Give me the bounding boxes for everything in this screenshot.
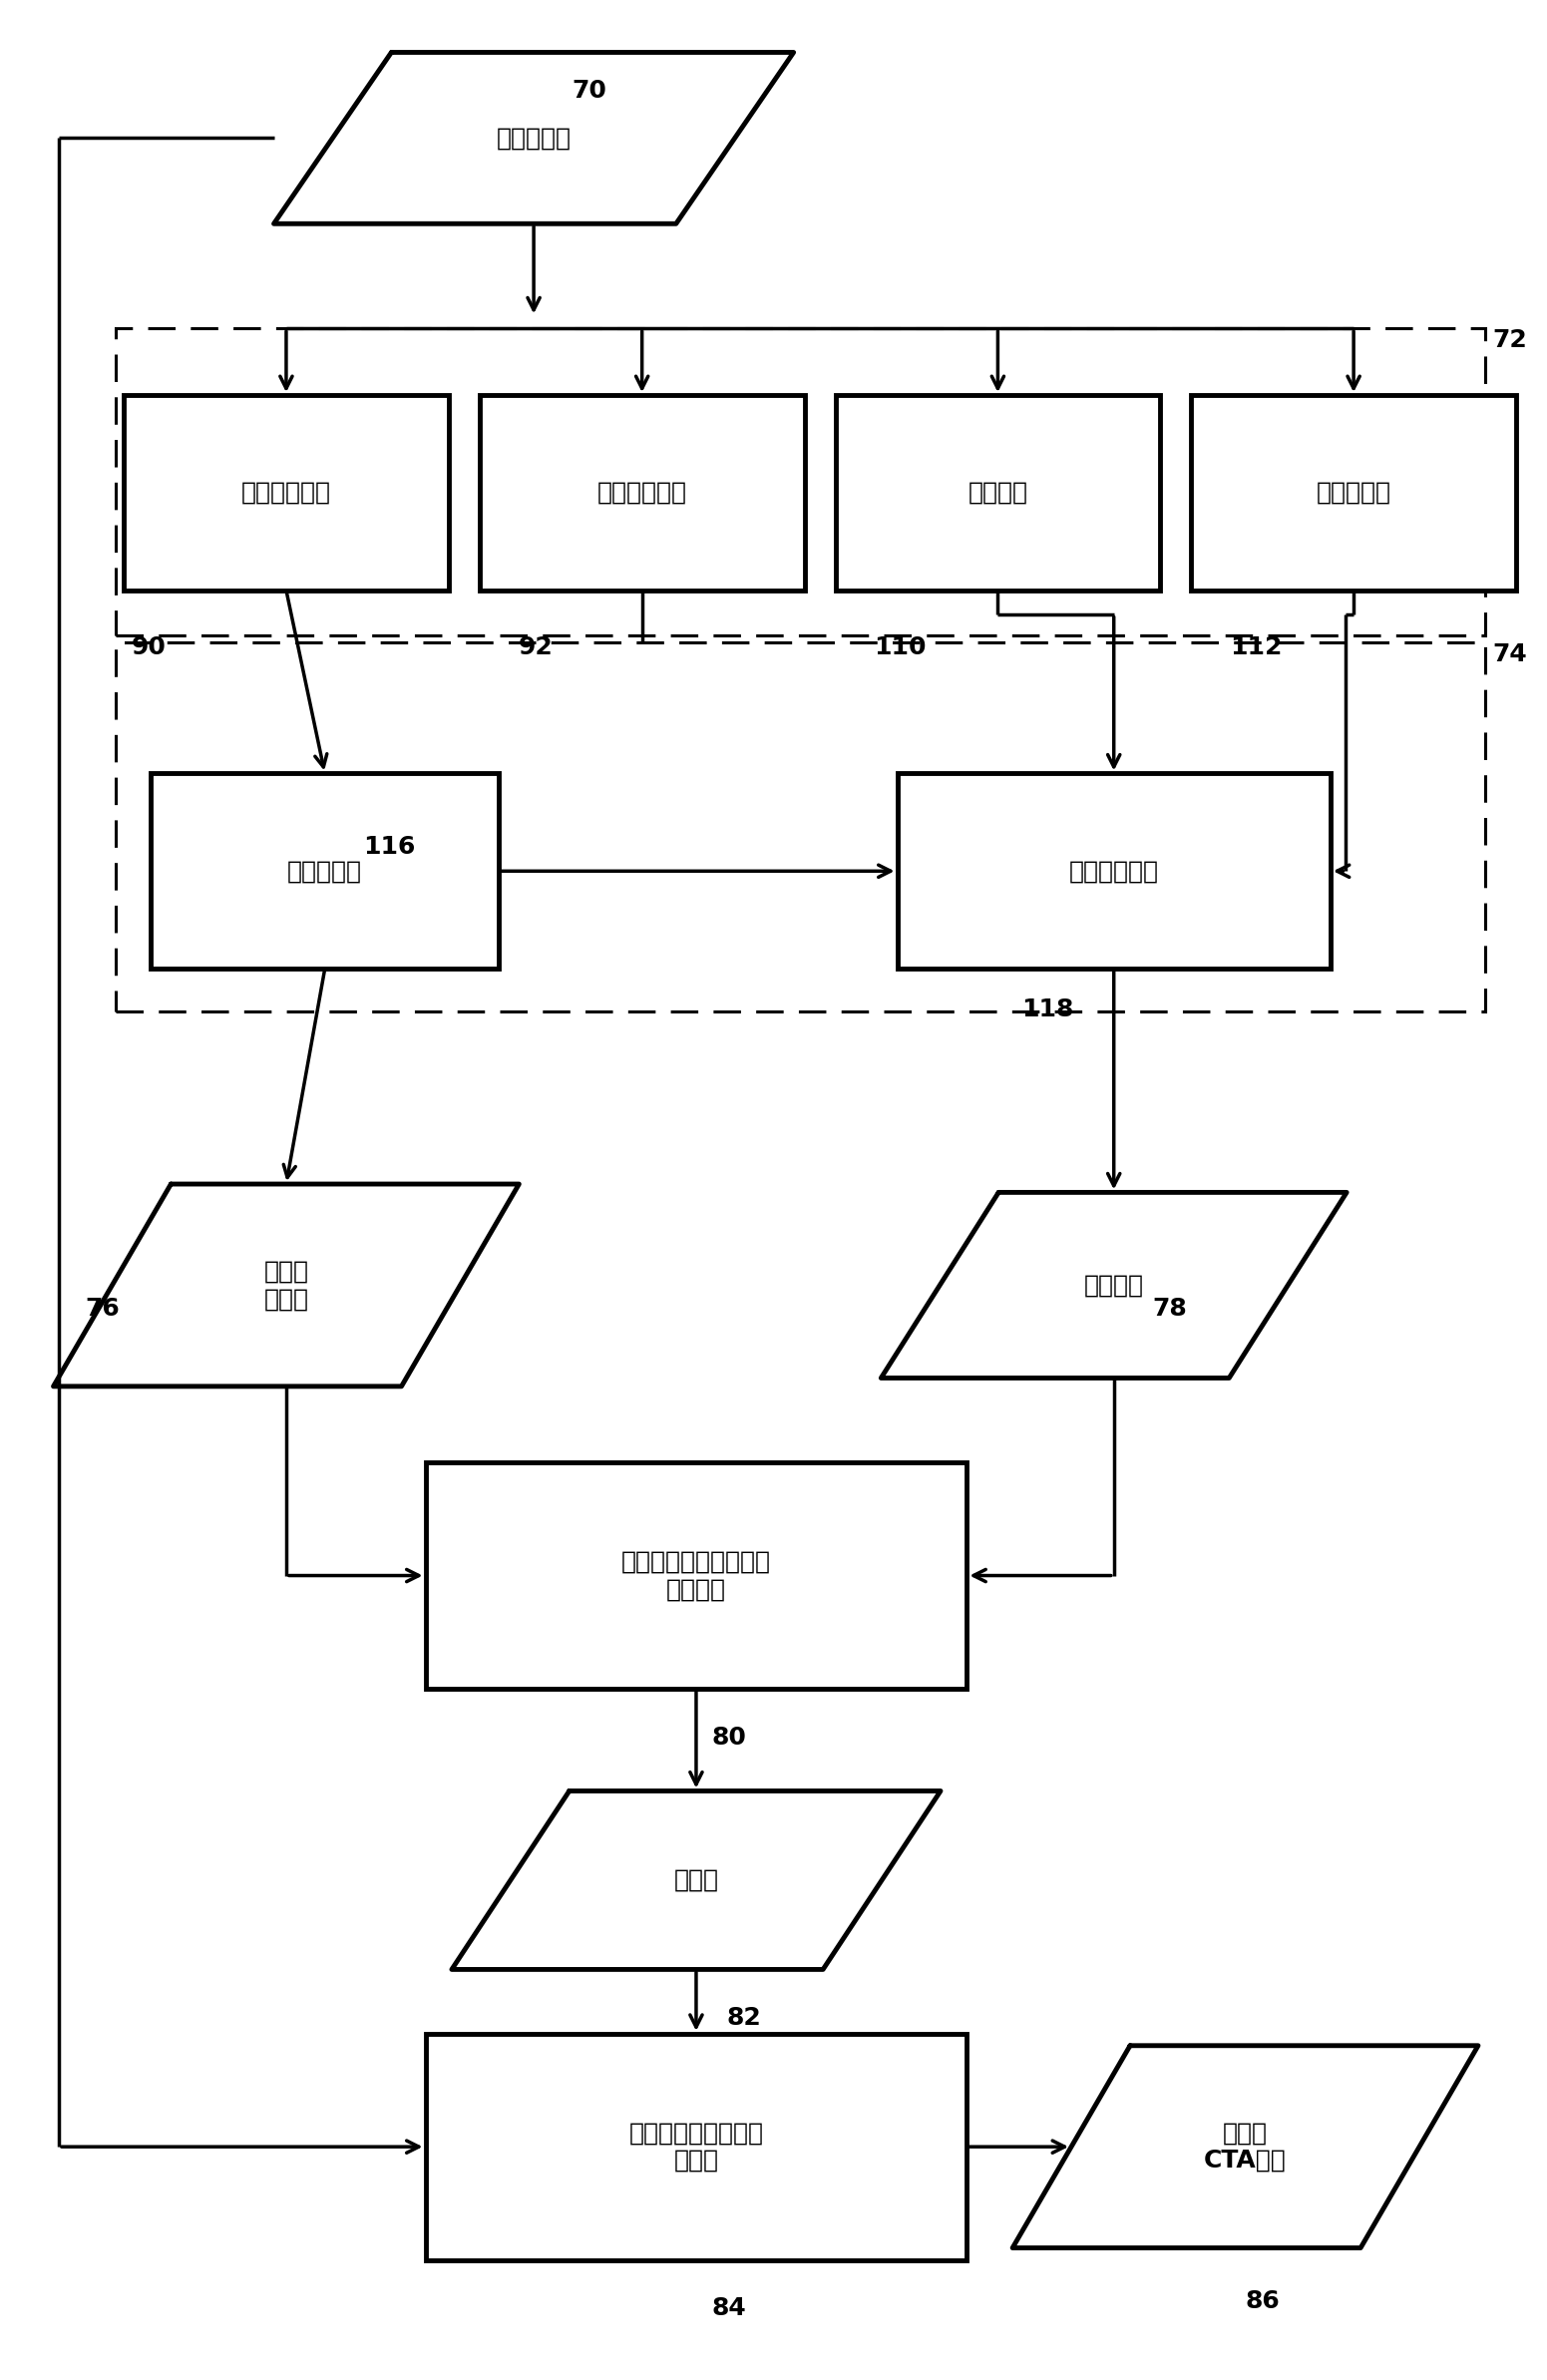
Polygon shape bbox=[452, 1790, 941, 1971]
Text: 骨屏蔽: 骨屏蔽 bbox=[673, 1868, 719, 1892]
Text: 110: 110 bbox=[874, 635, 927, 659]
Text: 86: 86 bbox=[1245, 2290, 1279, 2313]
Text: 112: 112 bbox=[1230, 635, 1282, 659]
Polygon shape bbox=[53, 1183, 520, 1385]
Text: 追踪脉管系统: 追踪脉管系统 bbox=[1069, 859, 1159, 883]
Polygon shape bbox=[880, 1192, 1346, 1378]
FancyBboxPatch shape bbox=[480, 395, 804, 590]
Bar bbox=[116, 643, 1485, 1012]
FancyBboxPatch shape bbox=[897, 774, 1330, 969]
FancyBboxPatch shape bbox=[152, 774, 498, 969]
Text: 脉管结构: 脉管结构 bbox=[1084, 1273, 1143, 1297]
Text: 从图像数据集中减去
骨屏蔽: 从图像数据集中减去 骨屏蔽 bbox=[628, 2121, 764, 2173]
Text: 92: 92 bbox=[518, 635, 552, 659]
FancyBboxPatch shape bbox=[425, 1461, 967, 1690]
Text: 76: 76 bbox=[85, 1297, 119, 1321]
Text: 74: 74 bbox=[1493, 643, 1527, 666]
Text: 80: 80 bbox=[712, 1726, 746, 1749]
FancyBboxPatch shape bbox=[425, 2033, 967, 2261]
Text: 切割体积数据: 切割体积数据 bbox=[597, 481, 687, 505]
Text: 计算梯度: 计算梯度 bbox=[968, 481, 1027, 505]
Text: 90: 90 bbox=[131, 635, 166, 659]
Text: 116: 116 bbox=[364, 835, 416, 859]
Text: 从初步的骨屏蔽中减去
脉管结构: 从初步的骨屏蔽中减去 脉管结构 bbox=[622, 1549, 770, 1602]
Text: 70: 70 bbox=[572, 79, 606, 102]
Text: 78: 78 bbox=[1153, 1297, 1187, 1321]
Polygon shape bbox=[274, 52, 794, 224]
FancyBboxPatch shape bbox=[1191, 395, 1516, 590]
Text: 无骨的
CTA体积: 无骨的 CTA体积 bbox=[1204, 2121, 1287, 2173]
Text: 初步的
骨屏蔽: 初步的 骨屏蔽 bbox=[263, 1259, 309, 1311]
Text: 84: 84 bbox=[712, 2297, 746, 2320]
Bar bbox=[116, 328, 1485, 635]
Text: 72: 72 bbox=[1493, 328, 1527, 352]
Text: 计算种子点: 计算种子点 bbox=[1316, 481, 1391, 505]
Text: 移除台面数据: 移除台面数据 bbox=[241, 481, 331, 505]
Text: 82: 82 bbox=[727, 2006, 761, 2030]
FancyBboxPatch shape bbox=[835, 395, 1160, 590]
Polygon shape bbox=[1012, 2044, 1479, 2247]
FancyBboxPatch shape bbox=[124, 395, 449, 590]
Text: 生成骨屏蔽: 生成骨屏蔽 bbox=[288, 859, 362, 883]
Text: 图像数据集: 图像数据集 bbox=[497, 126, 571, 150]
Text: 118: 118 bbox=[1021, 997, 1074, 1021]
